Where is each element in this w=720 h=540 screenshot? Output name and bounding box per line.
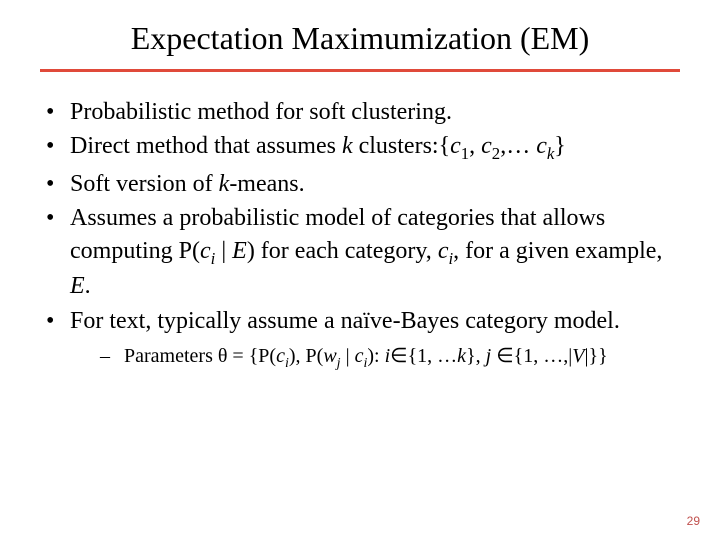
- bullet-1: Probabilistic method for soft clustering…: [40, 96, 680, 128]
- sub-bullet-1: Parameters θ = {P(ci), P(wj | ci): i∈{1,…: [70, 343, 680, 374]
- bullet-2-ck: c: [536, 133, 547, 159]
- sub-mid1: ), P(: [289, 345, 323, 367]
- bullet-1-text: Probabilistic method for soft clustering…: [70, 99, 452, 125]
- sub-end: |}}: [584, 345, 607, 367]
- bullet-2-pre: Direct method that assumes: [70, 133, 342, 159]
- sub-mid4: },: [466, 345, 486, 367]
- title-underline: [40, 69, 680, 72]
- bullet-3-k: k: [219, 171, 230, 197]
- bullet-4-E: E: [232, 238, 247, 264]
- bullet-4-c2: c: [438, 238, 449, 264]
- sub-jvar: j: [486, 345, 497, 367]
- bullet-2-end: }: [554, 133, 566, 159]
- bullet-2-k: k: [342, 133, 353, 159]
- bullet-2-sub1: 1: [461, 144, 469, 163]
- bullet-2-comma2: ,…: [500, 133, 536, 159]
- bullet-4-E2: E: [70, 273, 85, 299]
- bullet-4-mid3: , for a given example,: [453, 238, 662, 264]
- bullet-2: Direct method that assumes k clusters:{c…: [40, 130, 680, 165]
- bullet-list: Probabilistic method for soft clustering…: [40, 96, 680, 374]
- bullet-2-c2: c: [481, 133, 492, 159]
- slide: Expectation Maximumization (EM) Probabil…: [0, 0, 720, 540]
- bullet-4: Assumes a probabilistic model of categor…: [40, 202, 680, 302]
- slide-title: Expectation Maximumization (EM): [40, 20, 680, 57]
- sub-bullet-list: Parameters θ = {P(ci), P(wj | ci): i∈{1,…: [70, 343, 680, 374]
- bullet-3: Soft version of k-means.: [40, 168, 680, 200]
- bullet-2-c1: c: [450, 133, 461, 159]
- bullet-2-mid: clusters:{: [353, 133, 451, 159]
- sub-pre: Parameters θ = {P(: [124, 345, 276, 367]
- sub-mid2: |: [341, 345, 355, 367]
- page-number: 29: [687, 514, 700, 528]
- sub-in1: ∈{1, …: [390, 345, 457, 367]
- sub-kvar: k: [457, 345, 466, 367]
- bullet-4-mid2: ) for each category,: [247, 238, 438, 264]
- bullet-5-text: For text, typically assume a naïve-Bayes…: [70, 308, 620, 334]
- bullet-2-sub2: 2: [492, 144, 500, 163]
- bullet-4-end: .: [85, 273, 91, 299]
- bullet-5: For text, typically assume a naïve-Bayes…: [40, 305, 680, 374]
- bullet-4-mid: |: [215, 238, 232, 264]
- bullet-4-c1: c: [200, 238, 211, 264]
- sub-V: V: [572, 345, 584, 367]
- sub-in2: ∈{1, …,|: [496, 345, 572, 367]
- sub-c1: c: [276, 345, 285, 367]
- bullet-2-comma1: ,: [469, 133, 481, 159]
- sub-mid3: ):: [367, 345, 384, 367]
- bullet-3-post: -means.: [229, 171, 304, 197]
- sub-w: w: [323, 345, 336, 367]
- bullet-3-pre: Soft version of: [70, 171, 219, 197]
